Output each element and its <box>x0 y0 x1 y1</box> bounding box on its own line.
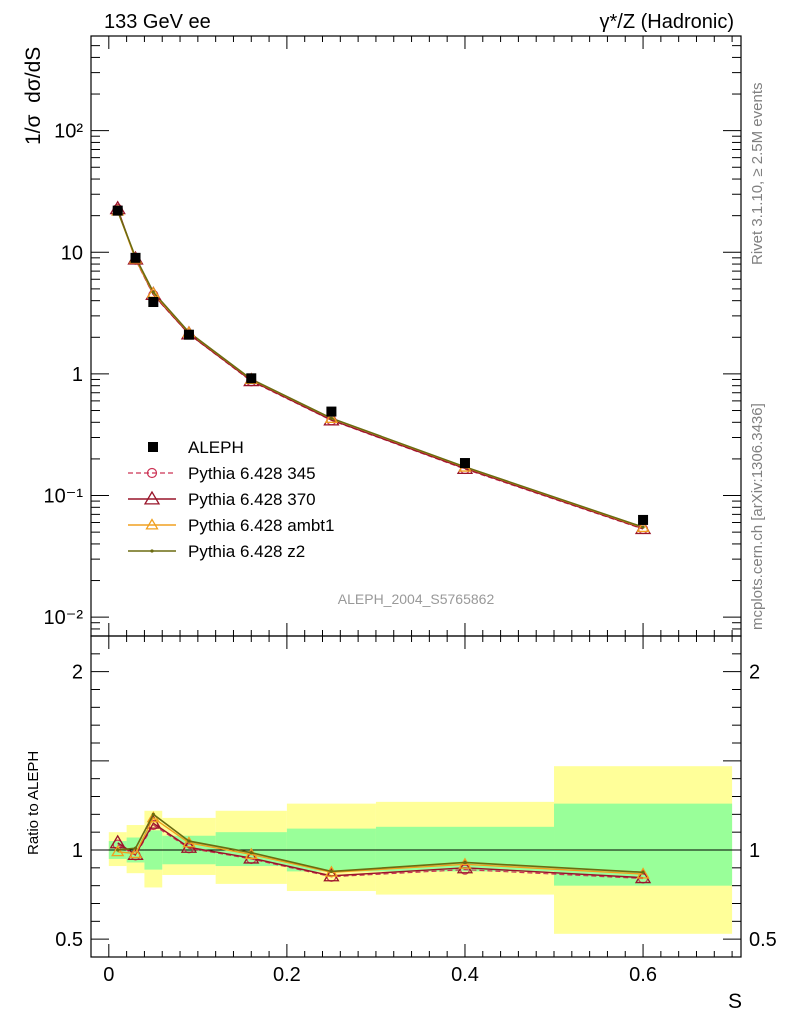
ratio-point-z2-5 <box>329 869 334 874</box>
legend: ALEPH Pythia 6.428 345 Pythia 6.428 370 Pyt… <box>128 438 334 561</box>
ratio-ytick-label-left: 2 <box>72 662 83 684</box>
main-point-ambt1-5 <box>324 411 339 423</box>
ratio-ytick-label-left: 1 <box>72 840 83 862</box>
ratio-point-z2-7 <box>641 870 645 874</box>
ratio-ytick-label-right: 0.5 <box>749 929 777 951</box>
data-point-4 <box>246 373 257 384</box>
main-point-ambt1-7 <box>636 520 650 533</box>
rivet-label: Rivet 3.1.10, ≥ 2.5M events <box>749 83 766 266</box>
legend-label-p345: Pythia 6.428 345 <box>188 464 316 483</box>
x-tick-label: 0.6 <box>629 964 657 986</box>
ratio-point-z2-1 <box>133 846 138 850</box>
legend-label-p370: Pythia 6.428 370 <box>188 490 316 509</box>
ratio-ylabel: Ratio to ALEPH <box>25 751 42 855</box>
main-ylabel: 1/σ dσ/dS <box>22 47 45 145</box>
main-ytick-label: 1 <box>72 364 83 386</box>
legend-label-ambt1: Pythia 6.428 ambt1 <box>188 516 334 535</box>
data-point-2 <box>148 297 159 308</box>
legend-marker-p345 <box>146 467 158 479</box>
ratio-line-ambt1 <box>117 816 644 875</box>
data-point-5 <box>326 406 337 417</box>
ratio-line-z2 <box>117 813 644 874</box>
title-right: γ*/Z (Hadronic) <box>600 11 734 33</box>
data-point-0 <box>112 205 123 216</box>
ratio-point-ambt1-0 <box>111 845 125 857</box>
main-frame: 10⁻² 10⁻¹ 1 10 10² <box>44 35 742 637</box>
legend-marker-ambt1 <box>145 518 159 530</box>
ratio-point-ambt1-1 <box>128 846 143 859</box>
x-axis-label: S <box>728 990 742 1013</box>
ratio-point-p370-5 <box>323 867 340 882</box>
ratio-ytick-label-right: 2 <box>749 662 760 684</box>
ratio-curves <box>109 811 652 884</box>
main-point-z2-7 <box>641 525 645 529</box>
data-point-1 <box>130 252 141 263</box>
legend-marker-data <box>148 442 158 452</box>
ratio-line-p370 <box>117 822 644 879</box>
mcplots-label: mcplots.cern.ch [arXiv:1306.3436] <box>749 403 766 630</box>
main-ytick-label: 10² <box>54 121 83 143</box>
ratio-point-p370-4 <box>243 849 260 864</box>
ratio-ytick-label-left: 0.5 <box>55 929 83 951</box>
ratio-point-p370-0 <box>109 834 126 849</box>
ratio-point-p370-6 <box>456 859 474 874</box>
ratio-frame: 0.5 0.5 1 1 2 2 0 0.2 0.4 0.6 <box>55 635 777 986</box>
main-ytick-label: 10⁻¹ <box>44 486 84 508</box>
main-point-z2-2 <box>151 290 155 294</box>
x-tick-label: 0.4 <box>451 964 479 986</box>
title-left: 133 GeV ee <box>104 11 211 33</box>
ratio-point-z2-6 <box>463 860 467 865</box>
data-point-7 <box>638 514 649 525</box>
x-tick-label: 0 <box>103 964 114 986</box>
data-point-6 <box>459 458 470 469</box>
ratio-point-p370-7 <box>634 869 652 884</box>
analysis-label: ALEPH_2004_S5765862 <box>338 591 495 607</box>
ratio-point-z2-4 <box>249 851 253 855</box>
main-ytick-label: 10⁻² <box>44 607 84 629</box>
ratio-ytick-label-right: 1 <box>749 840 760 862</box>
main-curves <box>109 200 652 535</box>
legend-label-z2: Pythia 6.428 z2 <box>188 542 305 561</box>
ratio-point-z2-3 <box>187 839 191 843</box>
legend-marker-z2 <box>150 549 154 553</box>
main-ytick-label: 10 <box>61 242 83 264</box>
ratio-point-z2-0 <box>116 848 120 852</box>
ratio-point-ambt1-7 <box>636 867 650 879</box>
ratio-point-z2-2 <box>151 812 155 816</box>
legend-label-data: ALEPH <box>188 438 244 457</box>
legend-marker-p370 <box>143 490 161 505</box>
data-point-3 <box>183 329 194 340</box>
x-tick-label: 0.2 <box>273 964 301 986</box>
main-point-z2-5 <box>329 416 334 420</box>
